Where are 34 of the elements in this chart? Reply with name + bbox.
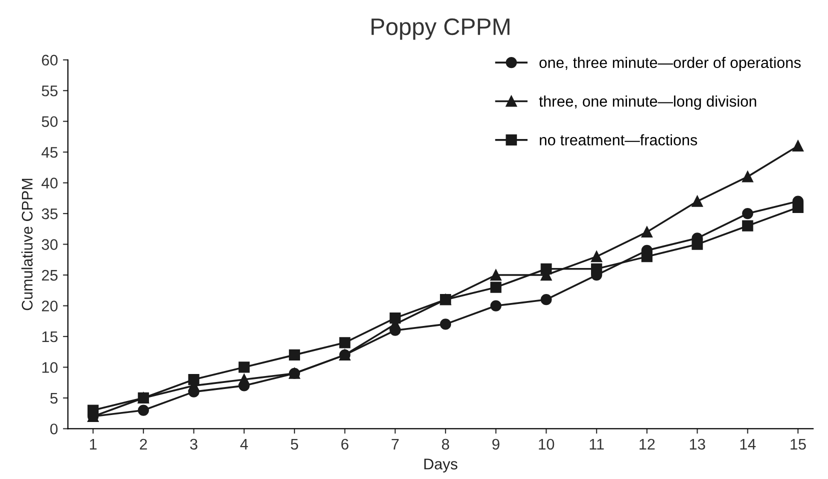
y-tick-label: 20 <box>42 300 58 312</box>
y-tick-label: 50 <box>42 116 58 128</box>
x-tick-label: 11 <box>590 438 604 450</box>
y-tick-label: 55 <box>42 86 58 96</box>
x-tick-label: 9 <box>492 438 500 450</box>
x-tick-label: 12 <box>640 438 655 450</box>
y-tick-label: 10 <box>42 362 58 373</box>
y-tick-label: 25 <box>42 270 58 281</box>
legend-label: no treatment—fractions <box>540 134 698 146</box>
y-tick-label: 35 <box>42 208 58 220</box>
y-tick-label: 0 <box>50 424 58 434</box>
x-tick-label: 5 <box>290 438 298 450</box>
x-tick-label: 1 <box>90 438 97 450</box>
y-axis-title: Cumulatiuve CPPM <box>21 178 33 310</box>
y-tick-label: 5 <box>50 392 58 404</box>
y-tick-label: 30 <box>42 239 58 250</box>
x-tick-label: 14 <box>740 438 756 450</box>
x-tick-label: 3 <box>190 438 198 450</box>
x-tick-label: 7 <box>392 438 399 450</box>
x-tick-label: 2 <box>140 438 147 450</box>
x-tick-label: 13 <box>690 438 706 450</box>
x-tick-label: 15 <box>790 438 806 450</box>
legend-label: one, three minute—order of operations <box>539 56 801 72</box>
y-tick-label: 60 <box>42 54 58 66</box>
chart-title: Poppy CPPM <box>372 18 510 40</box>
legend-label: three, one minute—long division <box>539 96 756 110</box>
y-tick-label: 15 <box>42 332 58 342</box>
y-tick-label: 40 <box>42 178 58 189</box>
x-tick-label: 4 <box>240 438 248 450</box>
x-axis-title: Days <box>424 458 458 472</box>
x-tick-label: 6 <box>341 438 348 450</box>
y-tick-label: 45 <box>42 147 58 158</box>
x-tick-label: 10 <box>538 438 554 450</box>
x-tick-label: 8 <box>442 438 450 450</box>
